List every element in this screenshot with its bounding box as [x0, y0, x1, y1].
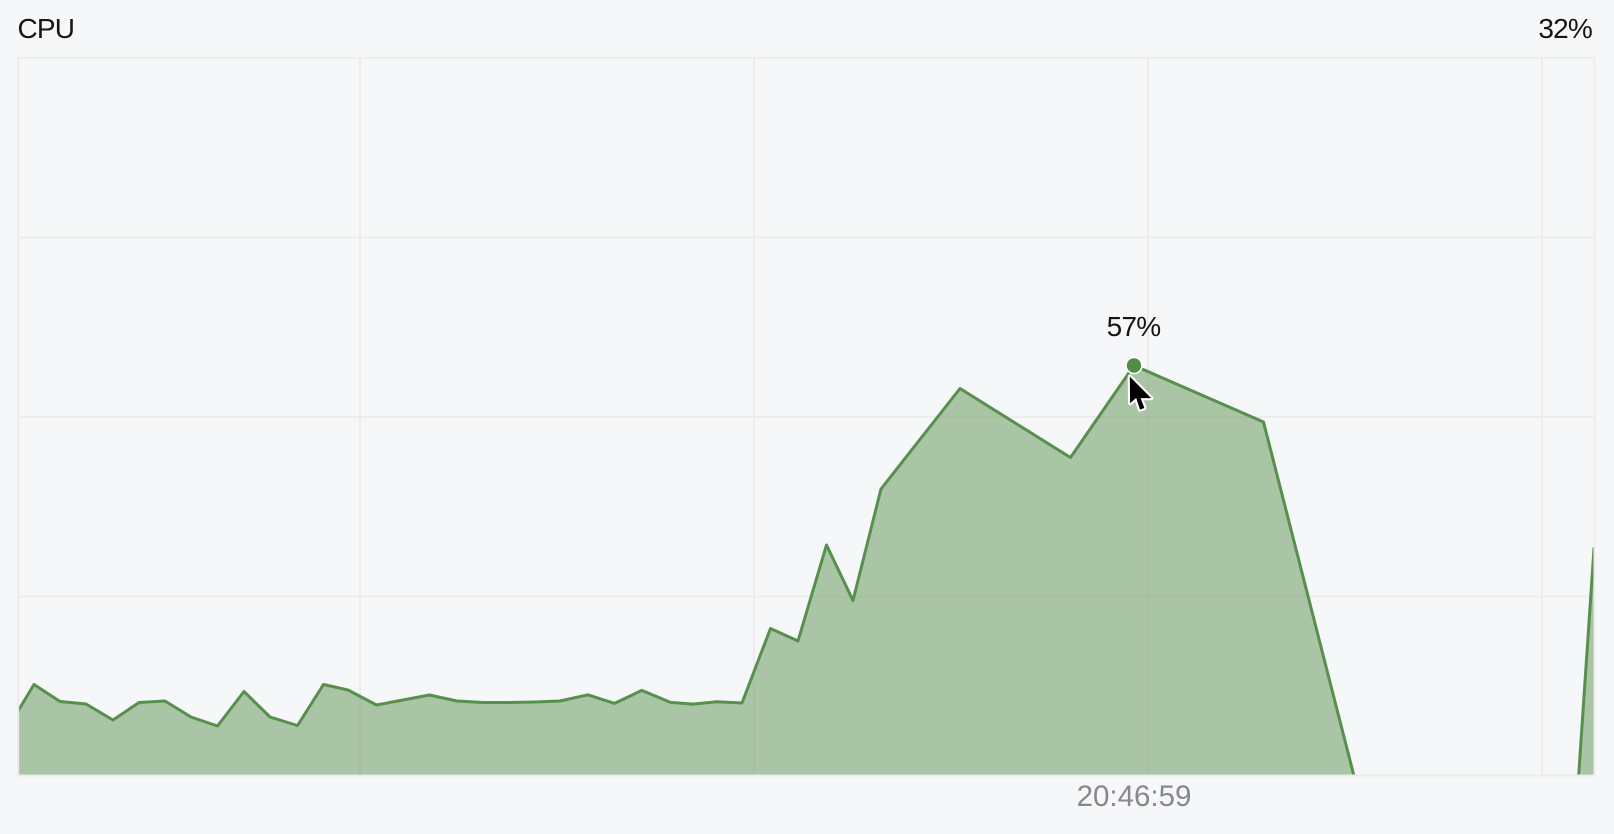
svg-text:CPU: CPU	[18, 13, 75, 44]
svg-text:20:46:59: 20:46:59	[1077, 780, 1192, 813]
svg-text:57%: 57%	[1107, 311, 1161, 342]
svg-text:32%: 32%	[1538, 13, 1592, 44]
